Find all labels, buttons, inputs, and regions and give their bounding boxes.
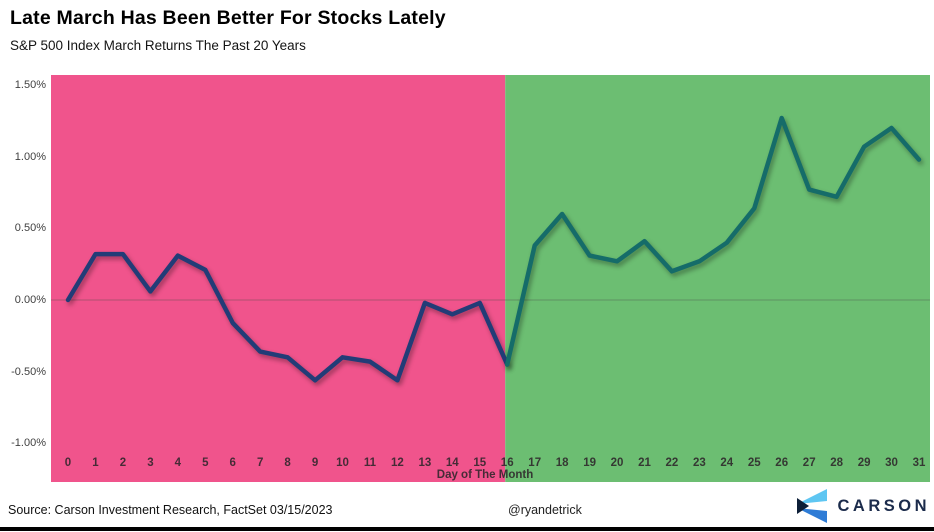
x-tick-label: 5 [202,457,209,469]
carson-chevron-icon [797,489,828,523]
x-tick-label: 4 [175,457,182,469]
x-tick-label: 15 [473,457,486,469]
x-tick-label: 12 [391,457,404,469]
y-tick-label: -0.50% [11,365,46,378]
x-tick-label: 14 [446,457,459,469]
late-march-line [504,115,922,367]
x-tick-label: 17 [528,457,541,469]
plot-area: 0 1 2 3 4 5 6 7 8 9 10 11 12 13 14 15 16 17 18 19 20 21 22 23 24… [51,75,930,482]
x-tick-label: 19 [583,457,596,469]
x-tick-label: 6 [229,457,235,469]
x-tick-label: 20 [611,457,624,469]
x-tick-label: 7 [257,457,263,469]
early-march-line [65,251,510,383]
y-axis: 1.50% 1.00% 0.50% 0.00% -0.50% -1.00% [0,0,48,532]
x-tick-label: 3 [147,457,153,469]
x-tick-label: 1 [92,457,99,469]
x-tick-label: 27 [803,457,816,469]
late-march-region [505,75,930,482]
x-tick-label: 26 [775,457,788,469]
source-credit: Source: Carson Investment Research, Fact… [8,503,333,517]
x-tick-label: 10 [336,457,349,469]
x-tick-label: 18 [556,457,569,469]
y-tick-label: 1.50% [14,79,46,92]
x-tick-label: 13 [419,457,432,469]
x-tick-label: 8 [284,457,291,469]
carson-wordmark: CARSON [837,496,930,515]
early-march-region [51,75,506,482]
y-tick-label: -1.00% [11,437,46,450]
x-tick-label: 24 [720,457,733,469]
carson-logo: CARSON [797,487,930,525]
x-tick-label: 9 [312,457,318,469]
x-tick-label: 21 [638,457,651,469]
x-tick-label: 31 [913,457,926,469]
x-tick-label: 2 [120,457,126,469]
twitter-handle: @ryandetrick [508,503,582,517]
chart-subtitle: S&P 500 Index March Returns The Past 20 … [10,38,306,53]
page-title: Late March Has Been Better For Stocks La… [10,7,446,29]
x-tick-label: 11 [364,457,377,469]
x-tick-label: 0 [65,457,71,469]
y-tick-label: 1.00% [14,150,46,163]
x-tick-label: 29 [858,457,871,469]
x-tick-label: 23 [693,457,706,469]
x-tick-label: 30 [885,457,898,469]
x-tick-label: 25 [748,457,761,469]
x-tick-label: 16 [501,457,514,469]
y-tick-label: 0.50% [14,222,46,235]
x-tick-label: 22 [666,457,679,469]
y-tick-label: 0.00% [14,293,46,306]
x-tick-label: 28 [830,457,843,469]
x-axis-title: Day of The Month [437,469,533,481]
plot-svg: 0 1 2 3 4 5 6 7 8 9 10 11 12 13 14 15 16 17 18 19 20 21 22 23 24… [51,75,930,482]
bottom-border-line [0,527,934,531]
